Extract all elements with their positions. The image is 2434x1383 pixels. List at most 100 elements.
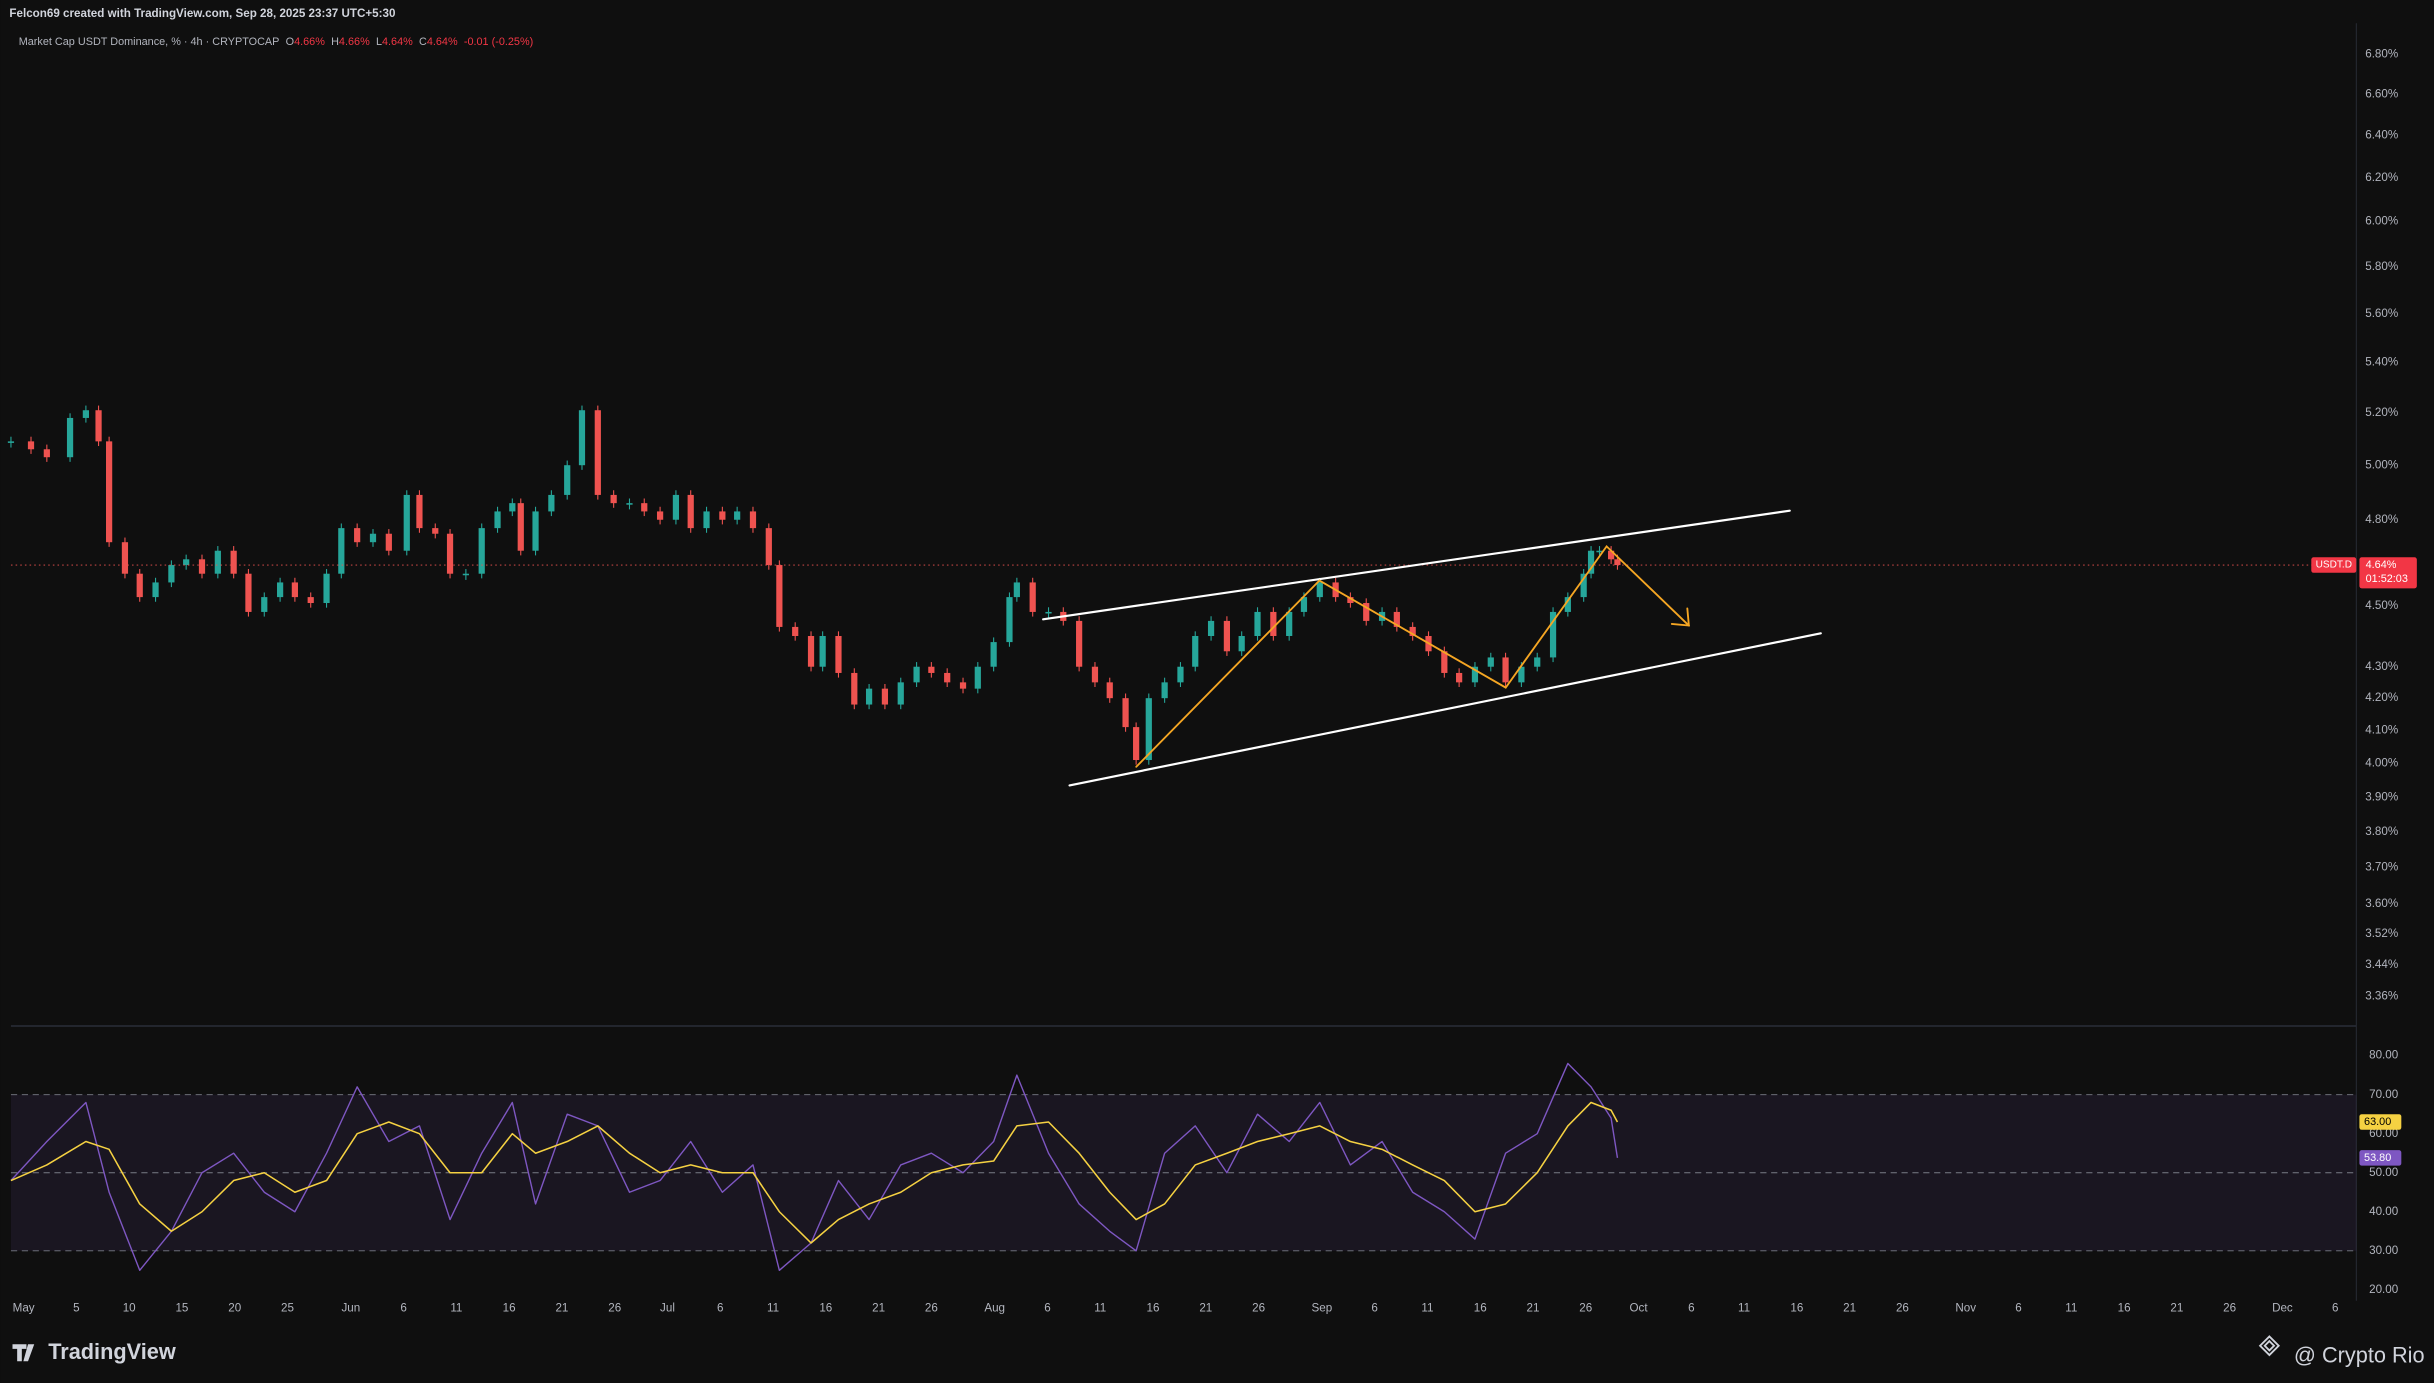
y-tick-label: 5.60% [2365,307,2398,320]
x-tick-label: Oct [1630,1302,1649,1315]
x-tick-label: 6 [2015,1302,2021,1315]
x-tick-label: 11 [1094,1302,1106,1315]
logo-icon [12,1344,35,1362]
projection-path [1135,544,1690,768]
y-tick-label: 4.50% [2365,599,2398,612]
y-tick-label: 3.52% [2365,927,2398,940]
legend-key: C [419,36,427,48]
y-tick-label: 20.00 [2369,1283,2399,1296]
x-tick-label: Sep [1312,1302,1333,1315]
x-tick-label: 16 [1474,1302,1487,1315]
y-tick-label: 6.60% [2365,87,2398,100]
symbol-label: USDT.D [2316,560,2352,571]
legend-key: O [286,36,294,48]
y-tick-label: 3.90% [2365,790,2398,803]
legend: Market Cap USDT Dominance, % · 4h · CRYP… [19,36,534,48]
value-badge-label: 63.00 [2364,1116,2391,1128]
y-tick-label: 70.00 [2369,1088,2399,1101]
y-tick-label: 40.00 [2369,1205,2399,1218]
price-badge [2359,557,2417,589]
y-tick-label: 80.00 [2369,1049,2399,1062]
y-tick-label: 5.40% [2365,355,2398,368]
countdown-label: 01:52:03 [2366,573,2408,585]
x-tick-label: 16 [2118,1302,2131,1315]
value-badge-label: 53.80 [2364,1152,2391,1164]
legend-key: H [331,36,339,48]
x-tick-label: 21 [2170,1302,2183,1315]
x-tick-label: 11 [2065,1302,2077,1315]
y-tick-label: 30.00 [2369,1244,2399,1257]
x-tick-label: 6 [1044,1302,1050,1315]
y-tick-label: 60.00 [2369,1127,2399,1140]
x-tick-label: 6 [1371,1302,1377,1315]
channel-lower [1068,632,1822,787]
legend-key: L [376,36,382,48]
x-tick-label: 6 [1688,1302,1694,1315]
legend-change: -0.01 (-0.25%) [464,36,533,48]
x-tick-label: May [13,1302,35,1315]
x-tick-label: 26 [608,1302,621,1315]
x-tick-label: 16 [1147,1302,1160,1315]
x-tick-label: 11 [1421,1302,1433,1315]
x-tick-label: 11 [450,1302,462,1315]
rsi-line [10,1062,1619,1271]
x-tick-label: 6 [400,1302,406,1315]
x-tick-label: 6 [717,1302,723,1315]
y-tick-label: 3.80% [2365,825,2398,838]
y-tick-label: 4.30% [2365,660,2398,673]
channel-upper [1042,509,1791,621]
y-tick-label: 3.36% [2365,989,2398,1002]
y-tick-label: 5.80% [2365,260,2398,273]
x-tick-label: 10 [123,1302,136,1315]
x-tick-label: 21 [1527,1302,1540,1315]
x-tick-label: 26 [1896,1302,1909,1315]
rsi-line [10,1101,1619,1244]
y-tick-label: 50.00 [2369,1166,2399,1179]
brand: TradingView [48,1339,176,1364]
legend-value: 4.66% [339,36,370,48]
x-tick-label: Nov [1955,1302,1976,1315]
symbol-badge [2311,557,2357,573]
x-tick-label: 11 [767,1302,779,1315]
y-tick-label: 4.10% [2365,723,2398,736]
y-tick-label: 5.00% [2365,458,2398,471]
y-tick-label: 6.20% [2365,171,2398,184]
x-tick-label: 21 [555,1302,568,1315]
y-tick-label: 4.80% [2365,513,2398,526]
y-tick-label: 6.80% [2365,47,2398,60]
x-tick-label: 6 [2332,1302,2338,1315]
x-tick-label: 26 [1252,1302,1265,1315]
credit: @ Crypto Rio [2294,1342,2425,1367]
x-tick-label: 16 [1790,1302,1803,1315]
x-tick-label: 26 [1579,1302,1592,1315]
x-tick-label: Dec [2272,1302,2293,1315]
x-tick-label: 21 [1843,1302,1856,1315]
plot-area: 6.80% 6.60% 6.40% 6.20% 6.00% 5.80% 5.60% 5.40%… [7,47,2417,1315]
legend-value: 4.66% [294,36,325,48]
x-tick-label: 20 [228,1302,241,1315]
y-tick-label: 5.20% [2365,406,2398,419]
value-badge [2359,1114,2402,1130]
header: Felcon69 created with TradingView.com, S… [9,7,395,20]
x-tick-label: 26 [925,1302,938,1315]
x-tick-label: 16 [503,1302,516,1315]
y-tick-label: 6.40% [2365,128,2398,141]
drawings [1042,509,1822,787]
footer: TradingView @ Crypto Rio [12,1335,2425,1367]
y-tick-label: 3.70% [2365,861,2398,874]
y-tick-label: 4.20% [2365,691,2398,704]
x-tick-label: 5 [73,1302,79,1315]
x-tick-label: 21 [872,1302,885,1315]
x-tick-label: Jul [660,1302,675,1315]
x-tick-label: 11 [1738,1302,1750,1315]
x-tick-label: 15 [175,1302,188,1315]
x-tick-label: 26 [2223,1302,2236,1315]
legend-value: 4.64% [427,36,458,48]
x-tick-label: Aug [984,1302,1005,1315]
y-tick-label: 6.00% [2365,215,2398,228]
arrow-head [1670,607,1690,627]
y-tick-label: 3.44% [2365,958,2398,971]
